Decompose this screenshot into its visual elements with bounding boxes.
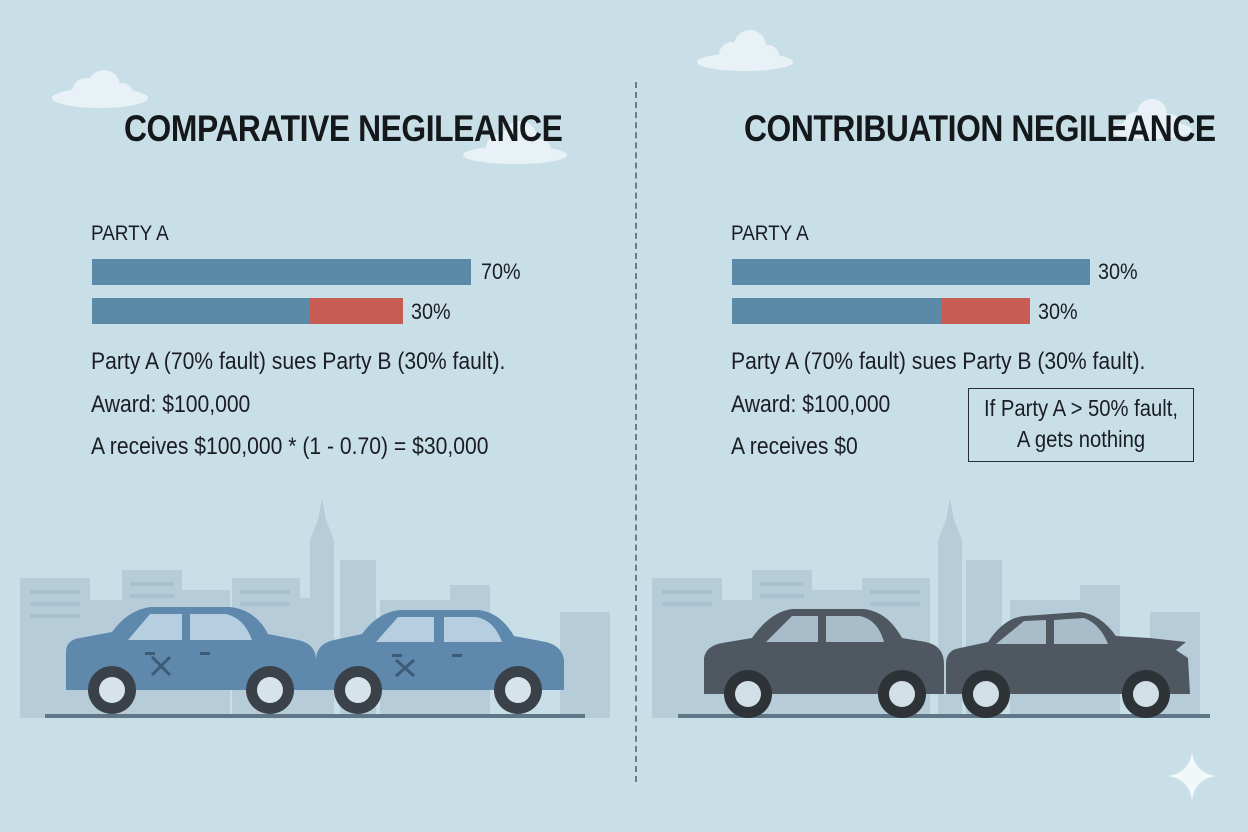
sparkle-icon [1168,752,1216,800]
clouds [52,30,1192,164]
fault-bar-1 [92,259,471,285]
fault-bar-1-label: 70% [481,259,521,284]
fault-bar-1-label: 30% [1098,259,1138,284]
cloud-4 [1108,99,1192,139]
fault-bar-2 [92,298,403,324]
award-amount: Award: $100,000 [731,391,891,418]
fault-bar-2 [732,298,1030,324]
bar-red-segment [310,298,403,324]
award-amount: Award: $100,000 [91,391,251,418]
cloud-3 [697,30,793,71]
cloud-1 [52,70,148,108]
case-description: Party A (70% fault) sues Party B (30% fa… [731,348,1146,375]
bar-red-segment [941,298,1030,324]
rule-callout-box: If Party A > 50% fault, A gets nothing [968,388,1194,462]
fault-bar-2-label: 30% [411,299,451,324]
comparative-negligence-panel: COMPARATIVE NEGILEANCE PARTY A 70% 30% P… [91,108,563,460]
blue-car-right [316,610,564,714]
panel-title: COMPARATIVE NEGILEANCE [124,108,563,149]
cloud-2 [463,121,567,164]
road-right [678,714,1210,718]
building-windows [30,582,920,618]
contributory-negligence-panel: CONTRIBUATION NEGILEANCE PARTY A 30% 30%… [624,0,1248,832]
dark-car-left [704,609,944,718]
fault-bar-1 [732,259,1090,285]
dark-car-right [946,612,1190,718]
road-left [45,714,585,718]
panel-title: CONTRIBUATION NEGILEANCE [744,108,1216,149]
party-label: PARTY A [91,222,169,245]
case-description: Party A (70% fault) sues Party B (30% fa… [91,348,506,375]
callout-line-1: If Party A > 50% fault, [983,395,1179,421]
party-label: PARTY A [731,222,809,245]
panel-divider [635,82,637,782]
fault-bar-2-label: 30% [1038,299,1078,324]
blue-car-left [66,607,316,714]
recovery-calculation: A receives $100,000 * (1 - 0.70) = $30,0… [91,433,489,460]
recovery-result: A receives $0 [731,433,858,460]
callout-line-2: A gets nothing [1016,426,1146,452]
